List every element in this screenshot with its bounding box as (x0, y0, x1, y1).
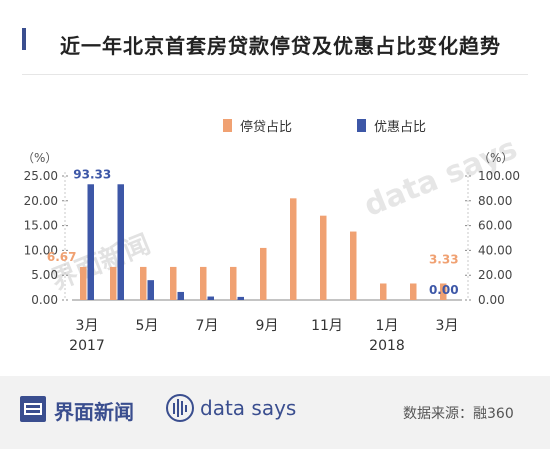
x-tick-label: 9月 (256, 318, 279, 334)
title-bar: 近一年北京首套房贷款停贷及优惠占比变化趋势 (0, 0, 550, 75)
legend-swatch-discount (357, 119, 366, 132)
right-axis-tick-label: 40.00 (478, 243, 512, 257)
data-label: 3.33 (429, 252, 459, 266)
brand-name: 界面新闻 (54, 400, 134, 424)
bar-stop-loan (140, 266, 147, 300)
bar-stop-loan (290, 198, 297, 300)
bar-discount (147, 280, 154, 300)
data-says-icon (166, 394, 194, 422)
right-axis-tick-label: 60.00 (478, 219, 512, 233)
left-axis-unit: （%） (22, 151, 57, 165)
left-axis-tick-label: 20.00 (24, 194, 58, 208)
bar-stop-loan (440, 283, 447, 300)
right-axis-tick-label: 0.00 (478, 293, 505, 307)
bar-discount (207, 296, 214, 300)
bar-stop-loan (350, 231, 357, 300)
bar-stop-loan (380, 283, 387, 300)
title-rule (22, 74, 528, 75)
x-tick-year-label: 2017 (69, 338, 105, 354)
data-labels: 6.67 93.33 3.33 0.00 (47, 167, 459, 297)
right-axis-tick-label: 80.00 (478, 194, 512, 208)
right-axis-unit: （%） (478, 151, 513, 165)
x-tick-labels: 3月 2017 5月 7月 9月 11月 1月 2018 3月 (69, 318, 458, 354)
bar-discount (117, 184, 124, 300)
x-tick-label: 3月 (76, 318, 99, 334)
left-axis-tick-label: 0.00 (31, 293, 58, 307)
title-accent (22, 28, 26, 50)
data-label: 93.33 (73, 167, 111, 181)
x-tick-label: 5月 (136, 318, 159, 334)
bar-stop-loan (230, 266, 237, 300)
data-label: 0.00 (429, 283, 459, 297)
source-text: 数据来源：融360 (403, 406, 514, 422)
left-axis-tick-label: 5.00 (31, 268, 58, 282)
footer: 界面新闻 data says 数据来源：融360 (0, 376, 550, 449)
bar-stop-loan (80, 266, 87, 300)
axes: 0.00 5.00 10.00 15.00 20.00 25.00 0.00 20.00 40.… (24, 169, 520, 307)
bar-discount (87, 184, 94, 300)
x-tick-label: 11月 (311, 318, 343, 334)
x-tick-year-label: 2018 (369, 338, 405, 354)
chart: 停贷占比 优惠占比 （%） （%） 0.00 5.00 10.00 15.00 20.0… (22, 119, 520, 354)
right-axis-tick-label: 20.00 (478, 268, 512, 282)
legend-label-stop-loan: 停贷占比 (240, 119, 292, 135)
left-axis-tick-label: 15.00 (24, 219, 58, 233)
legend: 停贷占比 优惠占比 (223, 119, 426, 135)
left-axis-tick-label: 10.00 (24, 243, 58, 257)
data-label: 6.67 (47, 250, 77, 264)
x-tick-label: 3月 (436, 318, 459, 334)
bar-discount (177, 291, 184, 300)
bars (80, 184, 447, 300)
x-tick-label: 7月 (196, 318, 219, 334)
x-tick-label: 1月 (376, 318, 399, 334)
bar-stop-loan (110, 266, 117, 300)
legend-label-discount: 优惠占比 (374, 120, 426, 135)
bar-stop-loan (260, 247, 267, 300)
legend-swatch-stop-loan (223, 119, 232, 132)
bar-stop-loan (410, 283, 417, 300)
bar-discount (237, 296, 244, 300)
bar-stop-loan (200, 266, 207, 300)
brand-logo-icon (20, 396, 46, 422)
page-title: 近一年北京首套房贷款停贷及优惠占比变化趋势 (60, 34, 501, 58)
left-axis-tick-label: 25.00 (24, 169, 58, 183)
bar-stop-loan (320, 215, 327, 300)
bar-stop-loan (170, 266, 177, 300)
data-says-label: data says (200, 396, 297, 420)
right-axis-tick-label: 100.00 (478, 169, 520, 183)
